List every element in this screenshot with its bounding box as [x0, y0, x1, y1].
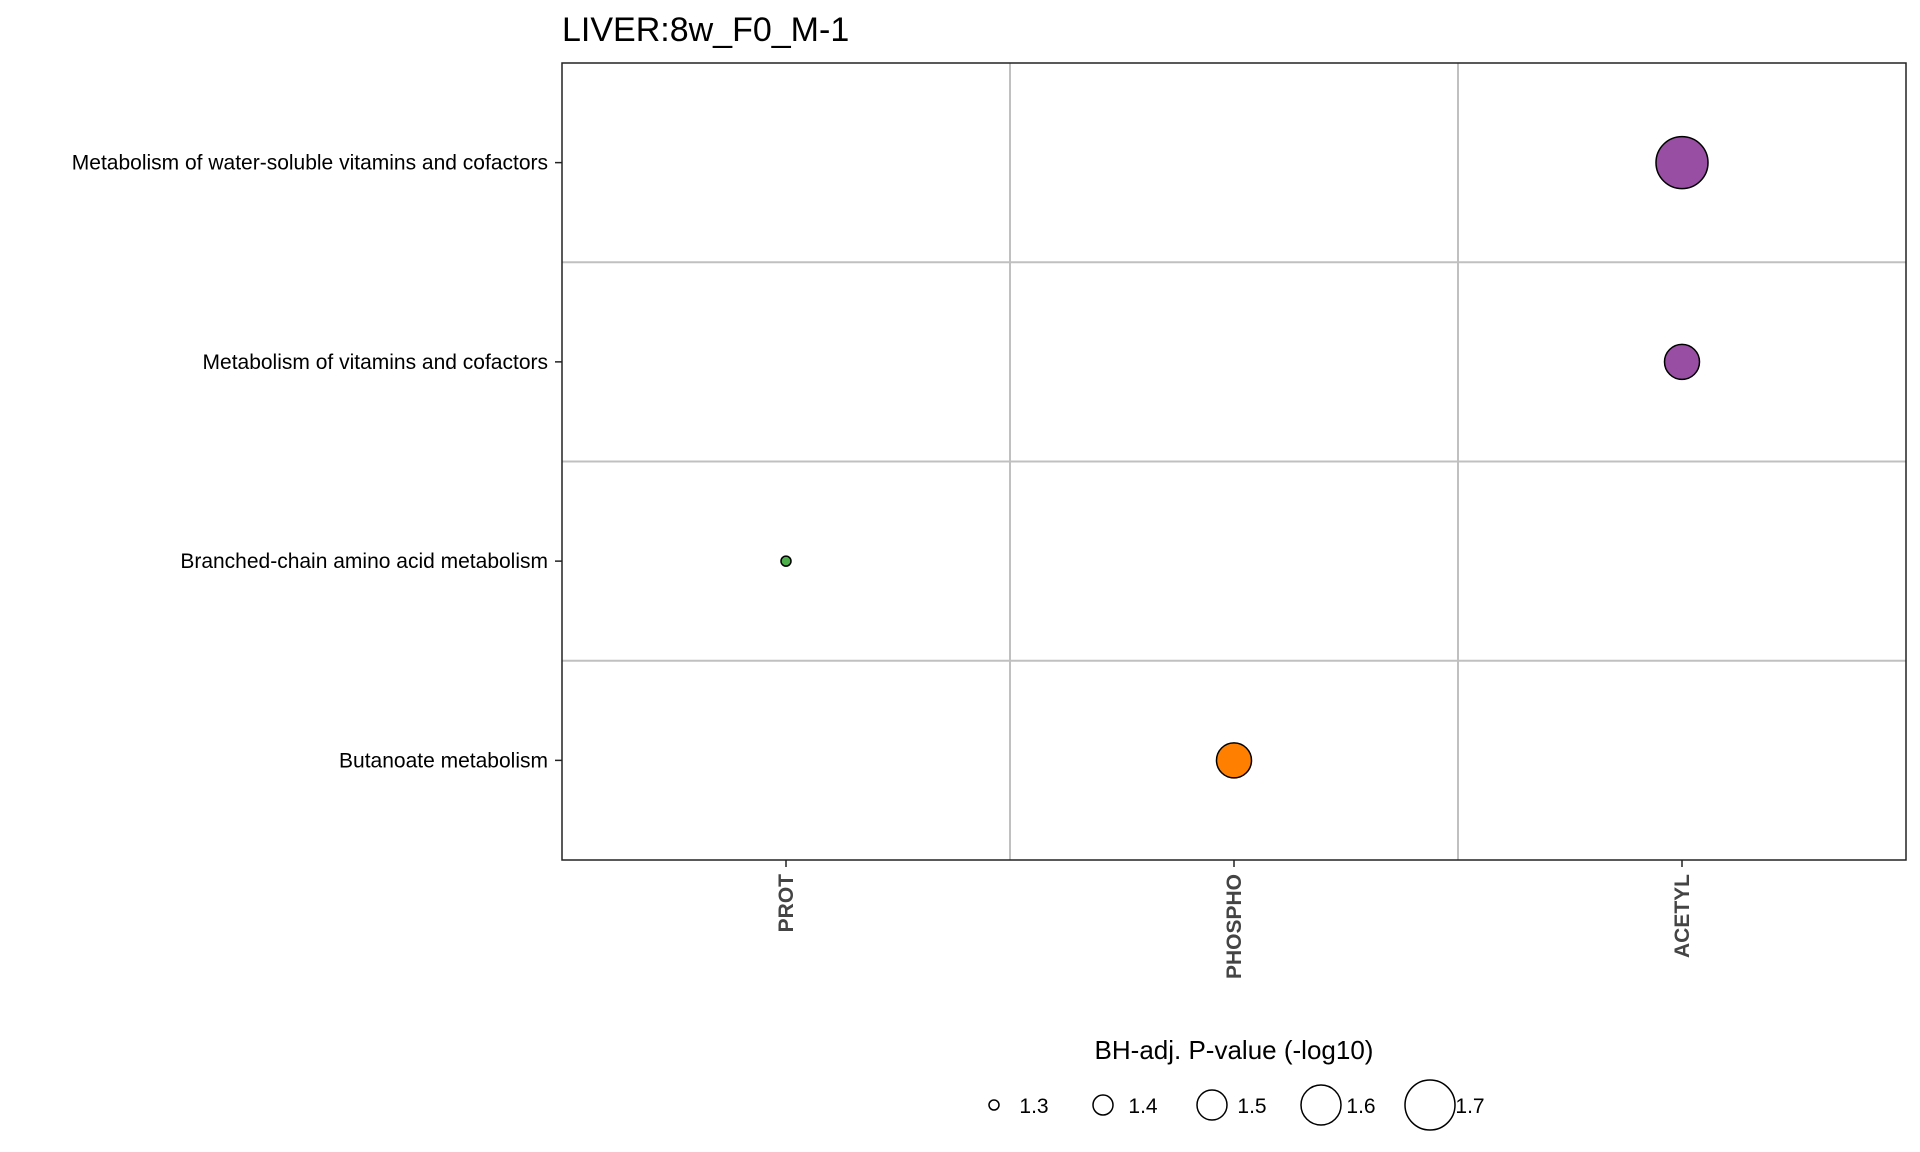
legend-key — [1404, 1079, 1456, 1131]
grid — [562, 63, 1906, 860]
data-point — [1215, 742, 1253, 779]
legend: 1.3 1.4 1.5 1.6 1.7 — [988, 1079, 1485, 1131]
x-tick-label: ACETYL — [1671, 874, 1694, 958]
y-tick-label: Metabolism of vitamins and cofactors — [203, 351, 548, 374]
y-tick-label: Metabolism of water-soluble vitamins and… — [72, 152, 548, 175]
legend-label: 1.7 — [1455, 1095, 1484, 1118]
legend-label: 1.6 — [1346, 1095, 1375, 1118]
legend-key — [1196, 1089, 1228, 1121]
data-point — [1655, 135, 1709, 190]
legend-title: BH-adj. P-value (-log10) — [1095, 1035, 1374, 1065]
data-point — [780, 555, 792, 567]
x-tick-label: PROT — [775, 874, 798, 933]
data-point — [1663, 343, 1701, 381]
legend-label: 1.5 — [1237, 1095, 1266, 1118]
axes: Metabolism of water-soluble vitamins and… — [72, 152, 1694, 979]
x-tick-label: PHOSPHO — [1223, 874, 1246, 979]
legend-label: 1.3 — [1019, 1095, 1048, 1118]
legend-key — [988, 1099, 1000, 1111]
y-tick-label: Butanoate metabolism — [339, 749, 548, 772]
y-tick-label: Branched-chain amino acid metabolism — [180, 550, 548, 573]
chart-title: LIVER:8w_F0_M-1 — [562, 11, 849, 49]
legend-key — [1092, 1094, 1114, 1116]
points — [780, 135, 1709, 779]
legend-label: 1.4 — [1128, 1095, 1158, 1118]
legend-key — [1300, 1084, 1342, 1126]
